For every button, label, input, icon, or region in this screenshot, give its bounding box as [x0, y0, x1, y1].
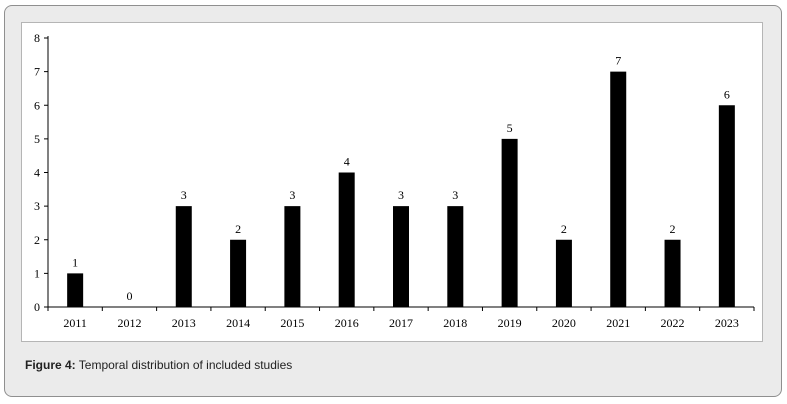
x-tick-label: 2018	[443, 316, 467, 330]
bar	[67, 273, 84, 307]
figure-caption-text: Temporal distribution of included studie…	[75, 358, 293, 372]
data-label: 7	[615, 54, 621, 68]
y-tick-label: 3	[34, 199, 40, 213]
y-tick-label: 0	[34, 300, 40, 314]
data-label: 4	[344, 155, 350, 169]
bar	[610, 71, 627, 307]
x-tick-label: 2019	[498, 316, 522, 330]
data-label: 3	[181, 188, 187, 202]
data-label: 3	[452, 188, 458, 202]
bar	[230, 239, 247, 307]
figure-frame: Figure 4: Temporal distribution of inclu…	[4, 5, 782, 397]
y-tick-label: 4	[34, 166, 40, 180]
x-tick-label: 2017	[389, 316, 413, 330]
figure-caption: Figure 4: Temporal distribution of inclu…	[25, 358, 292, 372]
data-label: 2	[561, 222, 567, 236]
x-tick-label: 2023	[715, 316, 739, 330]
y-tick-label: 2	[34, 233, 40, 247]
bar	[175, 206, 192, 307]
data-label: 6	[724, 87, 730, 101]
y-tick-label: 8	[34, 31, 40, 45]
x-tick-label: 2011	[63, 316, 87, 330]
x-tick-label: 2021	[606, 316, 630, 330]
y-tick-label: 6	[34, 98, 40, 112]
bar	[393, 206, 409, 307]
x-tick-label: 2012	[117, 316, 141, 330]
x-tick-label: 2015	[280, 316, 304, 330]
y-tick-label: 5	[34, 132, 40, 146]
data-label: 3	[289, 188, 295, 202]
data-label: 0	[126, 289, 132, 303]
bar	[284, 206, 301, 307]
y-tick-label: 1	[34, 266, 40, 280]
bar	[555, 239, 572, 307]
x-tick-label: 2022	[661, 316, 685, 330]
data-label: 3	[398, 188, 404, 202]
bar	[501, 138, 518, 307]
data-label: 2	[235, 222, 241, 236]
data-label: 2	[670, 222, 676, 236]
bar	[664, 239, 681, 307]
x-tick-label: 2016	[335, 316, 359, 330]
x-tick-label: 2020	[552, 316, 576, 330]
x-tick-label: 2013	[172, 316, 196, 330]
figure-caption-label: Figure 4:	[25, 358, 76, 372]
x-tick-label: 2014	[226, 316, 250, 330]
chart-panel	[21, 22, 763, 342]
data-label: 1	[72, 255, 78, 269]
data-label: 5	[507, 121, 513, 135]
bar	[338, 172, 355, 307]
bar	[718, 105, 735, 307]
bar	[447, 206, 464, 307]
y-tick-label: 7	[34, 65, 40, 79]
